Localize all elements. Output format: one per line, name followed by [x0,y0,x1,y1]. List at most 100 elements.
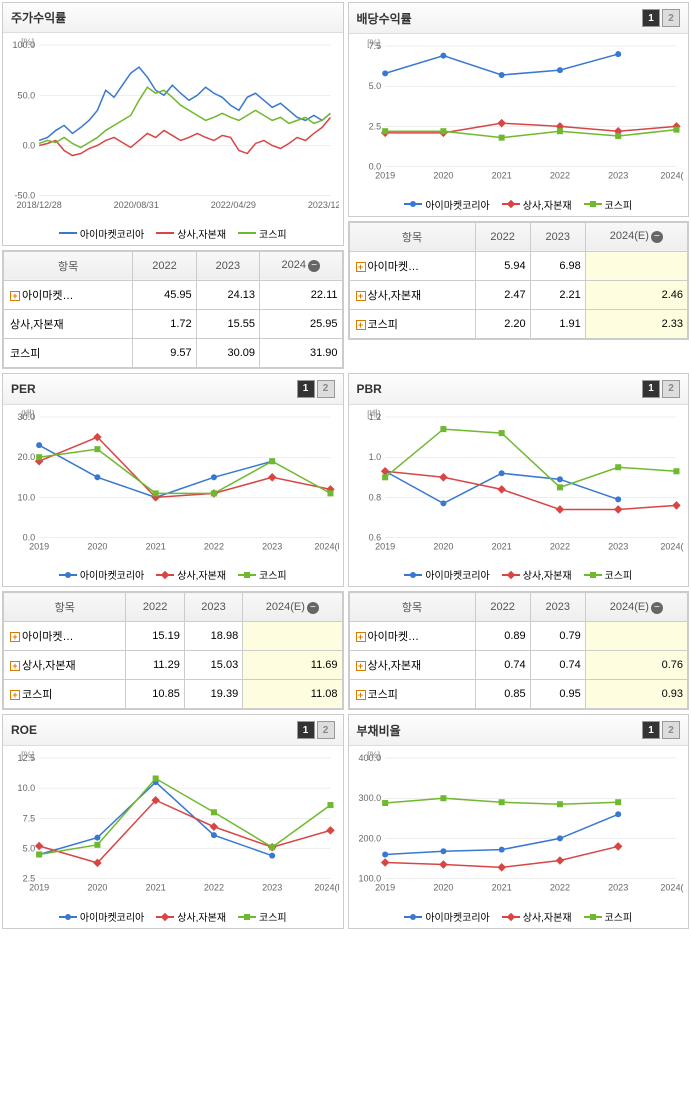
legend-item: 코스피 [584,909,633,924]
tab-1[interactable]: 1 [297,721,315,739]
expand-icon[interactable]: + [10,661,20,671]
chart-area: [%]100.0200.0300.0400.020192020202120222… [349,746,689,905]
legend-item: 상사,자본재 [156,909,226,924]
tab-1[interactable]: 1 [642,380,660,398]
svg-text:7.5: 7.5 [368,41,381,51]
tab-2[interactable]: 2 [317,380,335,398]
svg-text:400.0: 400.0 [358,754,381,764]
legend-item: 코스피 [238,226,287,241]
table-cell: 15.03 [184,651,242,680]
svg-text:2023: 2023 [608,883,628,893]
data-table: 항목202220232024(E)−+아이마켓…5.946.98+상사,자본재2… [349,222,689,339]
table-cell: 1.91 [530,309,585,338]
row-label: +상사,자본재 [349,651,475,680]
panel-title: 부채비율 [357,722,401,739]
table-row: 코스피9.5730.0931.90 [4,338,343,367]
legend-item: 코스피 [584,567,633,582]
panel-per: PER12[배]0.010.020.030.020192020202120222… [2,373,344,588]
svg-text:2023: 2023 [262,883,282,893]
tab-2[interactable]: 2 [317,721,335,739]
table-cell: 0.76 [585,651,687,680]
svg-text:2019: 2019 [375,541,395,551]
tab-group: 12 [642,380,680,398]
row-label: +코스피 [349,680,475,709]
row-label: +아이마켓… [349,251,475,280]
table-cell: 11.29 [126,651,184,680]
collapse-icon[interactable]: − [308,260,320,272]
legend-item: 아이마켓코리아 [59,226,144,241]
tab-1[interactable]: 1 [297,380,315,398]
table-row: +상사,자본재11.2915.0311.69 [4,651,343,680]
panel-title: 배당수익률 [357,10,412,27]
expand-icon[interactable]: + [356,661,366,671]
svg-text:2019: 2019 [29,541,49,551]
table-cell: 45.95 [133,280,196,309]
expand-icon[interactable]: + [356,262,366,272]
panel-header: PER12 [3,374,343,405]
table-header: 항목 [349,222,475,251]
table-cell: 0.79 [530,622,585,651]
chart-area: [배]0.60.81.01.2201920202021202220232024(… [349,405,689,564]
panel-pbr: PBR12[배]0.60.81.01.220192020202120222023… [348,373,690,588]
collapse-icon[interactable]: − [651,602,663,614]
data-table: 항목202220232024(E)−+아이마켓…15.1918.98+상사,자본… [3,592,343,709]
table-cell: 0.85 [475,680,530,709]
panel-header: 주가수익률 [3,3,343,33]
table-header: 2023 [196,251,259,280]
chart-legend: 아이마켓코리아상사,자본재코스피 [3,563,343,586]
svg-text:200.0: 200.0 [358,834,381,844]
expand-icon[interactable]: + [356,690,366,700]
table-cell: 2.46 [585,280,687,309]
data-table: 항목202220232024(E)−+아이마켓…0.890.79+상사,자본재0… [349,592,689,709]
table-header: 2022 [126,593,184,622]
collapse-icon[interactable]: − [307,602,319,614]
expand-icon[interactable]: + [356,320,366,330]
table-cell [585,251,687,280]
tab-1[interactable]: 1 [642,721,660,739]
table-cell: 30.09 [196,338,259,367]
table-header: 2022 [475,593,530,622]
row-label: +상사,자본재 [349,280,475,309]
tab-2[interactable]: 2 [662,721,680,739]
tab-1[interactable]: 1 [642,9,660,27]
panel-header: ROE12 [3,715,343,746]
expand-icon[interactable]: + [356,291,366,301]
panel-roe: ROE12[%]2.55.07.510.012.5201920202021202… [2,714,344,929]
tab-2[interactable]: 2 [662,380,680,398]
svg-text:2020: 2020 [433,541,453,551]
tab-2[interactable]: 2 [662,9,680,27]
svg-text:2024(E): 2024(E) [660,883,684,893]
table-header: 2024(E)− [585,593,687,622]
table-cell: 0.74 [530,651,585,680]
legend-item: 상사,자본재 [502,567,572,582]
table-panel-dividend-yield: 항목202220232024(E)−+아이마켓…5.946.98+상사,자본재2… [348,221,690,340]
table-cell: 25.95 [260,309,342,338]
svg-text:12.5: 12.5 [18,754,36,764]
expand-icon[interactable]: + [10,690,20,700]
row-label: +상사,자본재 [4,651,126,680]
expand-icon[interactable]: + [10,632,20,642]
collapse-icon[interactable]: − [651,231,663,243]
expand-icon[interactable]: + [356,632,366,642]
svg-text:50.0: 50.0 [18,90,36,100]
table-header: 2024− [260,251,342,280]
legend-item: 상사,자본재 [502,909,572,924]
svg-text:300.0: 300.0 [358,794,381,804]
svg-text:5.0: 5.0 [368,81,381,91]
table-cell: 2.21 [530,280,585,309]
legend-item: 코스피 [238,909,287,924]
svg-text:1.0: 1.0 [368,452,381,462]
legend-item: 코스피 [238,567,287,582]
table-row: +상사,자본재0.740.740.76 [349,651,688,680]
svg-text:2022: 2022 [549,541,569,551]
table-cell: 0.74 [475,651,530,680]
expand-icon[interactable]: + [10,291,20,301]
table-header: 2023 [530,593,585,622]
svg-text:0.8: 0.8 [368,492,381,502]
chart-legend: 아이마켓코리아상사,자본재코스피 [3,905,343,928]
row-label: +코스피 [4,680,126,709]
svg-text:2018/12/28: 2018/12/28 [17,200,62,210]
svg-text:2019: 2019 [375,171,395,181]
table-cell [243,622,342,651]
table-row: +아이마켓…5.946.98 [349,251,688,280]
